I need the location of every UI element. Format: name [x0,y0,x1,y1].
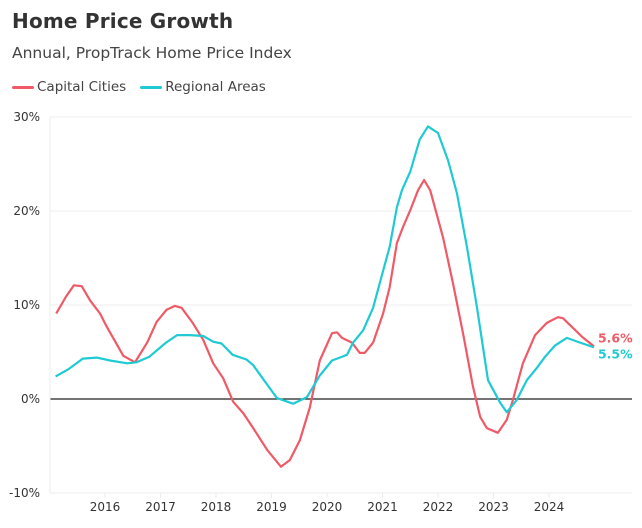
legend-swatch-regional [140,85,163,89]
x-tick-label: 2019 [256,500,287,514]
y-tick-label: 0% [21,392,40,406]
y-tick-label: -10% [9,486,40,500]
series-line-capital-cities [55,178,595,468]
legend-item-regional-areas[interactable]: Regional Areas [140,79,266,95]
legend-label: Capital Cities [37,79,127,95]
x-tick-label: 2016 [90,500,121,514]
series-line-regional-areas [55,125,595,414]
legend-item-capital-cities[interactable]: Capital Cities [12,79,126,95]
x-tick-label: 2023 [478,500,509,514]
x-tick-label: 2022 [423,500,454,514]
chart-subtitle: Annual, PropTrack Home Price Index [12,44,292,62]
y-tick-label: 20% [13,204,40,218]
end-value-label: 5.6% [598,330,633,345]
x-tick-label: 2020 [312,500,343,514]
end-value-label: 5.5% [598,346,633,361]
chart-title: Home Price Growth [12,9,234,33]
x-tick-label: 2017 [145,500,176,514]
y-tick-label: 30% [13,110,40,124]
x-tick-label: 2018 [201,500,232,514]
legend-swatch-capital [12,85,34,89]
x-tick-label: 2021 [367,500,398,514]
y-tick-label: 10% [13,298,40,312]
legend-label: Regional Areas [165,79,266,95]
legend: Capital Cities Regional Areas [12,79,266,95]
x-tick-label: 2024 [534,500,565,514]
